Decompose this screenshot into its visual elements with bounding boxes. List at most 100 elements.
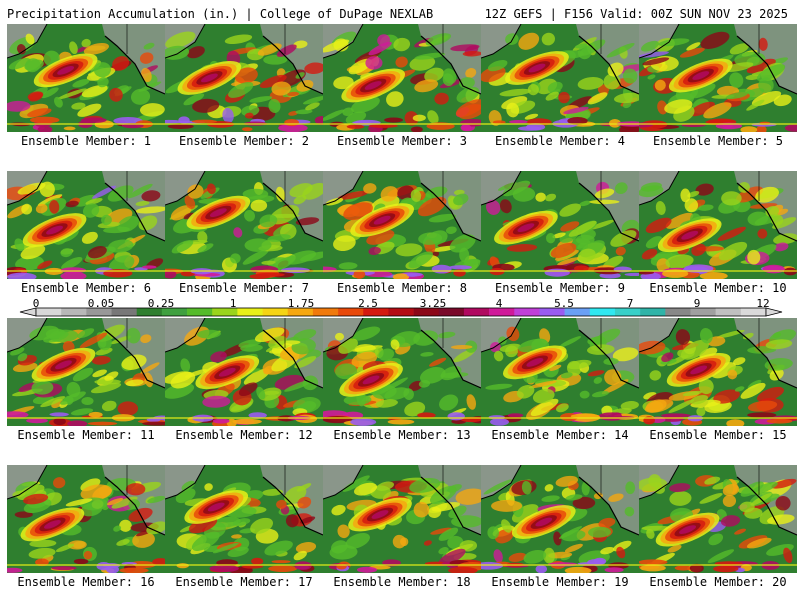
coastline xyxy=(262,476,323,536)
colorbar-high-arrow xyxy=(765,307,783,317)
colorbar-swatch xyxy=(237,308,263,316)
storm-band xyxy=(528,63,546,73)
ensemble-map-panel xyxy=(165,318,323,426)
colorbar-swatch xyxy=(187,308,213,316)
ensemble-member-label: Ensemble Member: 8 xyxy=(336,281,468,295)
colorbar-swatch xyxy=(489,308,515,316)
precip-map xyxy=(481,318,639,426)
precip-map xyxy=(165,171,323,279)
ensemble-member-label: Ensemble Member: 7 xyxy=(178,281,310,295)
ensemble-member-label: Ensemble Member: 6 xyxy=(20,281,152,295)
asia-land xyxy=(7,318,47,352)
colorbar-tick-label: 0.25 xyxy=(147,297,175,310)
coastline xyxy=(481,24,522,59)
coastline xyxy=(578,35,639,95)
precip-map xyxy=(639,318,797,426)
coastline xyxy=(323,171,364,206)
ensemble-map-panel xyxy=(481,24,639,132)
colorbar-swatch xyxy=(212,308,238,316)
ensemble-member-label: Ensemble Member: 12 xyxy=(175,428,313,442)
storm-band xyxy=(692,71,710,80)
precipitation-colorbar xyxy=(19,307,783,317)
coastline xyxy=(165,171,206,206)
ensemble-map-panel xyxy=(323,24,481,132)
precip-map xyxy=(323,24,481,132)
coastline xyxy=(639,465,680,500)
storm-band xyxy=(44,520,61,529)
coastline xyxy=(639,318,680,353)
coastline xyxy=(104,329,165,389)
ensemble-member-label: Ensemble Member: 11 xyxy=(17,428,155,442)
precip-map xyxy=(7,318,165,426)
colorbar-swatch xyxy=(312,308,339,316)
coastline xyxy=(578,182,639,242)
colorbar-swatch xyxy=(589,308,616,316)
precip-map xyxy=(323,171,481,279)
ensemble-map-panel xyxy=(481,318,639,426)
ensemble-map-panel xyxy=(7,24,165,132)
north-america-land xyxy=(576,465,639,535)
colorbar-tick-label: 3.25 xyxy=(419,297,447,310)
storm-band xyxy=(535,517,553,527)
precip-map xyxy=(165,465,323,573)
colorbar-swatch xyxy=(539,308,565,316)
colorbar-swatch xyxy=(287,308,314,316)
ensemble-member-label: Ensemble Member: 18 xyxy=(333,575,471,589)
coastline xyxy=(420,476,481,536)
colorbar-tick-label: 4 xyxy=(495,297,503,310)
colorbar-swatch xyxy=(564,308,591,316)
storm-band xyxy=(517,223,535,233)
ensemble-member-label: Ensemble Member: 1 xyxy=(20,134,152,148)
colorbar-swatch xyxy=(61,308,87,316)
colorbar-swatch xyxy=(665,308,691,316)
asia-land xyxy=(481,318,521,352)
coastline xyxy=(7,24,48,59)
coastline xyxy=(262,329,323,389)
ensemble-map-panel xyxy=(639,24,797,132)
coastline xyxy=(262,35,323,95)
precip-map xyxy=(639,24,797,132)
precip-map xyxy=(481,24,639,132)
coastline xyxy=(7,465,48,500)
storm-band xyxy=(57,66,75,75)
storm-band xyxy=(681,230,699,240)
colorbar-swatch xyxy=(111,308,137,316)
storm-band xyxy=(364,81,382,90)
coastline xyxy=(104,182,165,242)
coastline xyxy=(323,24,364,59)
coastline xyxy=(481,318,522,353)
coastline xyxy=(481,171,522,206)
ensemble-member-label: Ensemble Member: 20 xyxy=(649,575,787,589)
ensemble-map-panel xyxy=(165,24,323,132)
coastline xyxy=(420,329,481,389)
colorbar-swatch xyxy=(136,308,163,316)
ensemble-map-panel xyxy=(639,171,797,279)
ensemble-member-label: Ensemble Member: 13 xyxy=(333,428,471,442)
colorbar-swatch xyxy=(262,308,289,316)
coastline xyxy=(578,476,639,536)
ensemble-map-panel xyxy=(481,465,639,573)
colorbar-swatch xyxy=(514,308,540,316)
coastline xyxy=(736,329,797,389)
coastline xyxy=(420,182,481,242)
colorbar-swatch xyxy=(438,308,465,316)
precip-map xyxy=(7,171,165,279)
coastline xyxy=(736,182,797,242)
precip-map xyxy=(639,465,797,573)
colorbar-tick-label: 7 xyxy=(626,297,634,310)
storm-band xyxy=(55,360,72,370)
coastline xyxy=(7,318,48,353)
colorbar-swatch xyxy=(36,308,62,316)
coastline xyxy=(639,24,680,59)
colorbar-tick-label: 2.5 xyxy=(358,297,378,310)
ensemble-member-label: Ensemble Member: 10 xyxy=(649,281,787,295)
ensemble-member-label: Ensemble Member: 17 xyxy=(175,575,313,589)
ensemble-member-label: Ensemble Member: 2 xyxy=(178,134,310,148)
coastline xyxy=(578,329,639,389)
ensemble-member-label: Ensemble Member: 5 xyxy=(652,134,784,148)
coastline xyxy=(736,35,797,95)
colorbar-tick-label: 0 xyxy=(32,297,40,310)
ensemble-map-panel xyxy=(7,171,165,279)
asia-land xyxy=(165,171,205,205)
colorbar-swatch xyxy=(338,308,364,316)
